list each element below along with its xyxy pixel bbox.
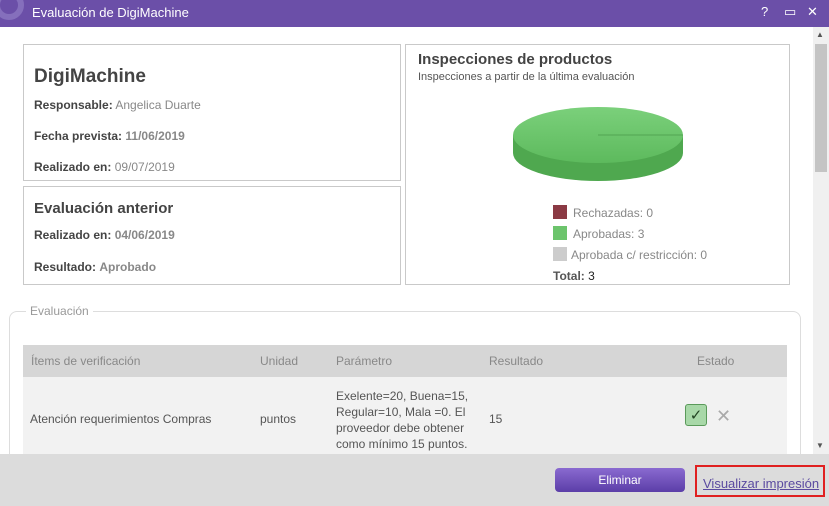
- row-result: 15: [489, 412, 503, 426]
- inspections-total: Total: 3: [553, 269, 595, 283]
- legend-aprobadas-value: 3: [637, 227, 645, 241]
- footer-bar: [0, 454, 829, 506]
- scroll-down-arrow-icon[interactable]: ▼: [816, 441, 824, 450]
- col-header-result[interactable]: Resultado: [489, 354, 544, 368]
- col-header-unit[interactable]: Unidad: [260, 354, 299, 368]
- row-unit: puntos: [260, 412, 297, 426]
- legend-rechazadas: Rechazadas: 0: [573, 206, 653, 220]
- col-header-param[interactable]: Parámetro: [336, 354, 393, 368]
- legend-restriccion-label: Aprobada c/ restricción:: [571, 248, 698, 262]
- row-param-line: proveedor debe obtener: [336, 421, 465, 435]
- legend-rechazadas-label: Rechazadas:: [573, 206, 644, 220]
- col-header-status[interactable]: Estado: [697, 354, 735, 368]
- delete-button[interactable]: Eliminar: [555, 468, 685, 492]
- legend-swatch-restriccion: [553, 247, 567, 261]
- row-param-line: Regular=10, Mala =0. El: [336, 405, 466, 419]
- scrollbar-thumb[interactable]: [815, 44, 827, 172]
- col-header-item[interactable]: Ítems de verificación: [31, 354, 141, 368]
- supplier-info-panel: [23, 44, 401, 181]
- previous-done-label: Realizado en:: [34, 228, 112, 242]
- responsible-value: Angelica Duarte: [115, 98, 201, 112]
- supplier-name: DigiMachine: [34, 66, 146, 87]
- previous-evaluation-panel: [23, 186, 401, 285]
- done-date-label: Realizado en:: [34, 160, 112, 174]
- content-area: DigiMachine Responsable: Angelica Duarte…: [0, 27, 813, 454]
- table-header: Ítems de verificación Unidad Parámetro R…: [23, 345, 787, 377]
- inspections-pie-chart: [513, 107, 683, 181]
- total-label: Total:: [553, 269, 585, 283]
- approve-check-icon[interactable]: ✓: [685, 404, 707, 426]
- previous-done-value: 04/06/2019: [114, 228, 175, 242]
- evaluation-group-label: Evaluación: [26, 304, 93, 318]
- print-highlight-box: [695, 465, 825, 497]
- table-row: [23, 377, 787, 454]
- planned-date-value: 11/06/2019: [125, 129, 185, 143]
- legend-swatch-rechazadas: [553, 205, 567, 219]
- window-title: Evaluación de DigiMachine: [32, 5, 189, 20]
- responsible-label: Responsable:: [34, 98, 113, 112]
- inspections-subtitle: Inspecciones a partir de la última evalu…: [418, 71, 635, 83]
- previous-result-label: Resultado:: [34, 260, 97, 274]
- help-button[interactable]: ?: [761, 4, 769, 19]
- planned-date-row: Fecha prevista: 11/06/2019: [34, 129, 185, 143]
- close-button[interactable]: ✕: [807, 4, 818, 19]
- responsible-row: Responsable: Angelica Duarte: [34, 98, 201, 112]
- app-logo-icon: [0, 0, 24, 20]
- reject-x-icon[interactable]: ✕: [716, 406, 732, 426]
- planned-date-label: Fecha prevista:: [34, 129, 123, 143]
- previous-evaluation-title: Evaluación anterior: [34, 200, 174, 217]
- previous-result-row: Resultado: Aprobado: [34, 260, 156, 274]
- row-item: Atención requerimientos Compras: [30, 412, 212, 426]
- legend-aprobadas: Aprobadas: 3: [573, 227, 644, 241]
- previous-result-value: Aprobado: [99, 260, 157, 274]
- legend-rechazadas-value: 0: [646, 206, 654, 220]
- legend-aprobadas-label: Aprobadas:: [573, 227, 635, 241]
- total-value: 3: [588, 269, 595, 283]
- print-preview-link[interactable]: Visualizar impresión: [703, 476, 820, 491]
- legend-restriccion-value: 0: [700, 248, 708, 262]
- row-param: Exelente=20, Buena=15, Regular=10, Mala …: [336, 388, 468, 452]
- scroll-up-arrow-icon[interactable]: ▲: [816, 30, 824, 39]
- done-date-value: 09/07/2019: [114, 160, 175, 174]
- row-param-line: como mínimo 15 puntos.: [336, 437, 468, 451]
- legend-restriccion: Aprobada c/ restricción: 0: [571, 248, 707, 262]
- legend-swatch-aprobadas: [553, 226, 567, 240]
- row-param-line: Exelente=20, Buena=15,: [336, 389, 469, 403]
- inspections-title: Inspecciones de productos: [418, 51, 613, 68]
- done-date-row: Realizado en: 09/07/2019: [34, 160, 175, 174]
- previous-done-row: Realizado en: 04/06/2019: [34, 228, 175, 242]
- minimize-button[interactable]: ▭: [784, 4, 797, 19]
- title-bar: Evaluación de DigiMachine ? ▭ ✕: [0, 0, 829, 27]
- evaluation-group: [9, 311, 801, 454]
